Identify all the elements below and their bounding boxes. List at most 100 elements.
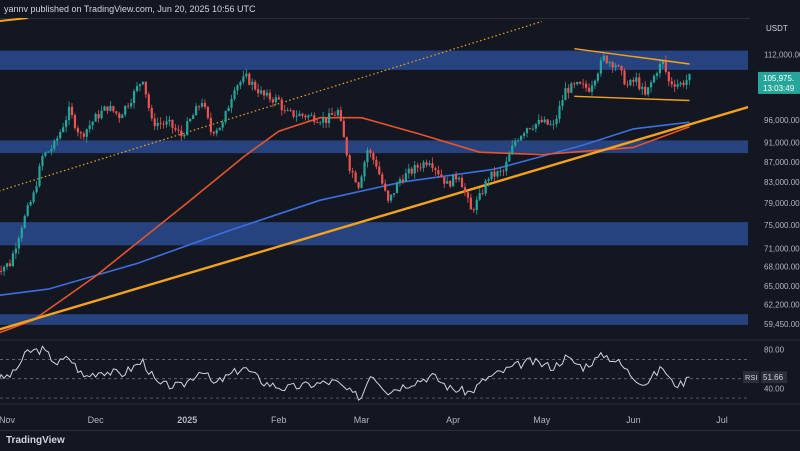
rsi-line bbox=[0, 345, 690, 401]
candle bbox=[579, 81, 582, 85]
candle bbox=[292, 110, 295, 119]
candle bbox=[289, 108, 292, 112]
candle bbox=[242, 70, 245, 85]
candle-body bbox=[85, 129, 88, 137]
candle-body bbox=[670, 81, 673, 85]
price-chart[interactable]: USDT 112,000.00 96,000.00 91,000.00 87,000.0… bbox=[0, 0, 800, 430]
candle bbox=[141, 81, 145, 86]
candle-body bbox=[277, 97, 280, 100]
candle bbox=[135, 82, 139, 93]
candle-body bbox=[682, 82, 685, 85]
candle-body bbox=[466, 192, 470, 198]
candle-body bbox=[212, 131, 215, 134]
candle bbox=[144, 81, 147, 99]
candle-body bbox=[330, 113, 334, 115]
candle-body bbox=[180, 130, 183, 137]
candle-body bbox=[437, 170, 440, 175]
candle bbox=[26, 202, 29, 218]
candle-body bbox=[174, 127, 177, 130]
candle-body bbox=[611, 62, 614, 68]
candle-body bbox=[363, 162, 366, 177]
candle-body bbox=[649, 82, 653, 88]
candle-body bbox=[336, 109, 340, 116]
candle-body bbox=[56, 138, 59, 141]
candle-body bbox=[395, 183, 399, 194]
candle-body bbox=[280, 99, 283, 111]
candle-body bbox=[641, 86, 644, 90]
candle-body bbox=[522, 133, 526, 136]
candle-body bbox=[443, 177, 446, 184]
candle bbox=[47, 150, 50, 153]
candle bbox=[79, 130, 82, 140]
candle bbox=[268, 89, 272, 103]
candle-body bbox=[132, 90, 136, 103]
candle bbox=[623, 68, 626, 86]
candle bbox=[525, 127, 529, 138]
rsi-value-badge bbox=[761, 371, 787, 384]
candle bbox=[407, 163, 410, 179]
time-tick-label: Feb bbox=[271, 415, 287, 425]
time-tick-label: Apr bbox=[446, 415, 460, 425]
candle-body bbox=[257, 89, 260, 94]
candle-body bbox=[505, 161, 508, 172]
candle bbox=[50, 144, 53, 156]
candle-body bbox=[26, 205, 29, 216]
candle-body bbox=[233, 90, 236, 100]
candle bbox=[676, 79, 679, 90]
candle-body bbox=[378, 166, 381, 175]
candle bbox=[378, 161, 381, 175]
candle bbox=[537, 114, 540, 127]
candle bbox=[481, 189, 484, 196]
candle-body bbox=[251, 81, 254, 85]
candle bbox=[283, 104, 286, 114]
candle bbox=[469, 193, 472, 210]
overlay-lines bbox=[0, 18, 748, 334]
upper-left-trendline bbox=[0, 18, 28, 22]
current-price-badge bbox=[758, 71, 800, 94]
candle bbox=[230, 94, 233, 113]
candle-body bbox=[457, 177, 461, 180]
candle bbox=[649, 80, 653, 93]
candle bbox=[212, 130, 215, 137]
candle bbox=[389, 194, 393, 204]
candle-body bbox=[159, 122, 162, 124]
candle-body bbox=[360, 176, 363, 188]
candle bbox=[236, 83, 239, 95]
candle-body bbox=[446, 180, 449, 184]
candle-body bbox=[112, 105, 115, 112]
candle-body bbox=[416, 165, 419, 168]
candle bbox=[203, 99, 207, 110]
candle bbox=[419, 162, 422, 172]
candle-body bbox=[32, 192, 35, 202]
time-tick-label: May bbox=[533, 415, 551, 425]
candle-body bbox=[286, 110, 289, 112]
candle-body bbox=[194, 106, 198, 116]
candle-body bbox=[127, 105, 130, 107]
candle bbox=[189, 117, 192, 123]
candle-body bbox=[44, 152, 47, 157]
candle-body bbox=[189, 118, 192, 122]
candle bbox=[357, 181, 360, 190]
candle-body bbox=[372, 153, 375, 160]
candle-body bbox=[215, 130, 218, 134]
candle bbox=[620, 65, 623, 76]
candle-body bbox=[265, 92, 269, 96]
candle-body bbox=[440, 174, 443, 178]
candle-body bbox=[348, 155, 351, 171]
candle bbox=[457, 176, 461, 183]
candle bbox=[658, 59, 662, 78]
candle bbox=[404, 168, 407, 183]
candle-body bbox=[593, 80, 597, 86]
candle-body bbox=[602, 55, 605, 61]
candle-body bbox=[561, 100, 564, 106]
candle bbox=[413, 160, 416, 179]
candle bbox=[401, 174, 405, 185]
candle bbox=[351, 167, 354, 178]
candle-body bbox=[319, 122, 322, 124]
candle bbox=[319, 120, 322, 126]
candle-body bbox=[517, 140, 520, 142]
candle-body bbox=[165, 121, 168, 125]
candle bbox=[224, 110, 227, 125]
candle bbox=[298, 110, 301, 117]
candle-body bbox=[150, 107, 153, 119]
